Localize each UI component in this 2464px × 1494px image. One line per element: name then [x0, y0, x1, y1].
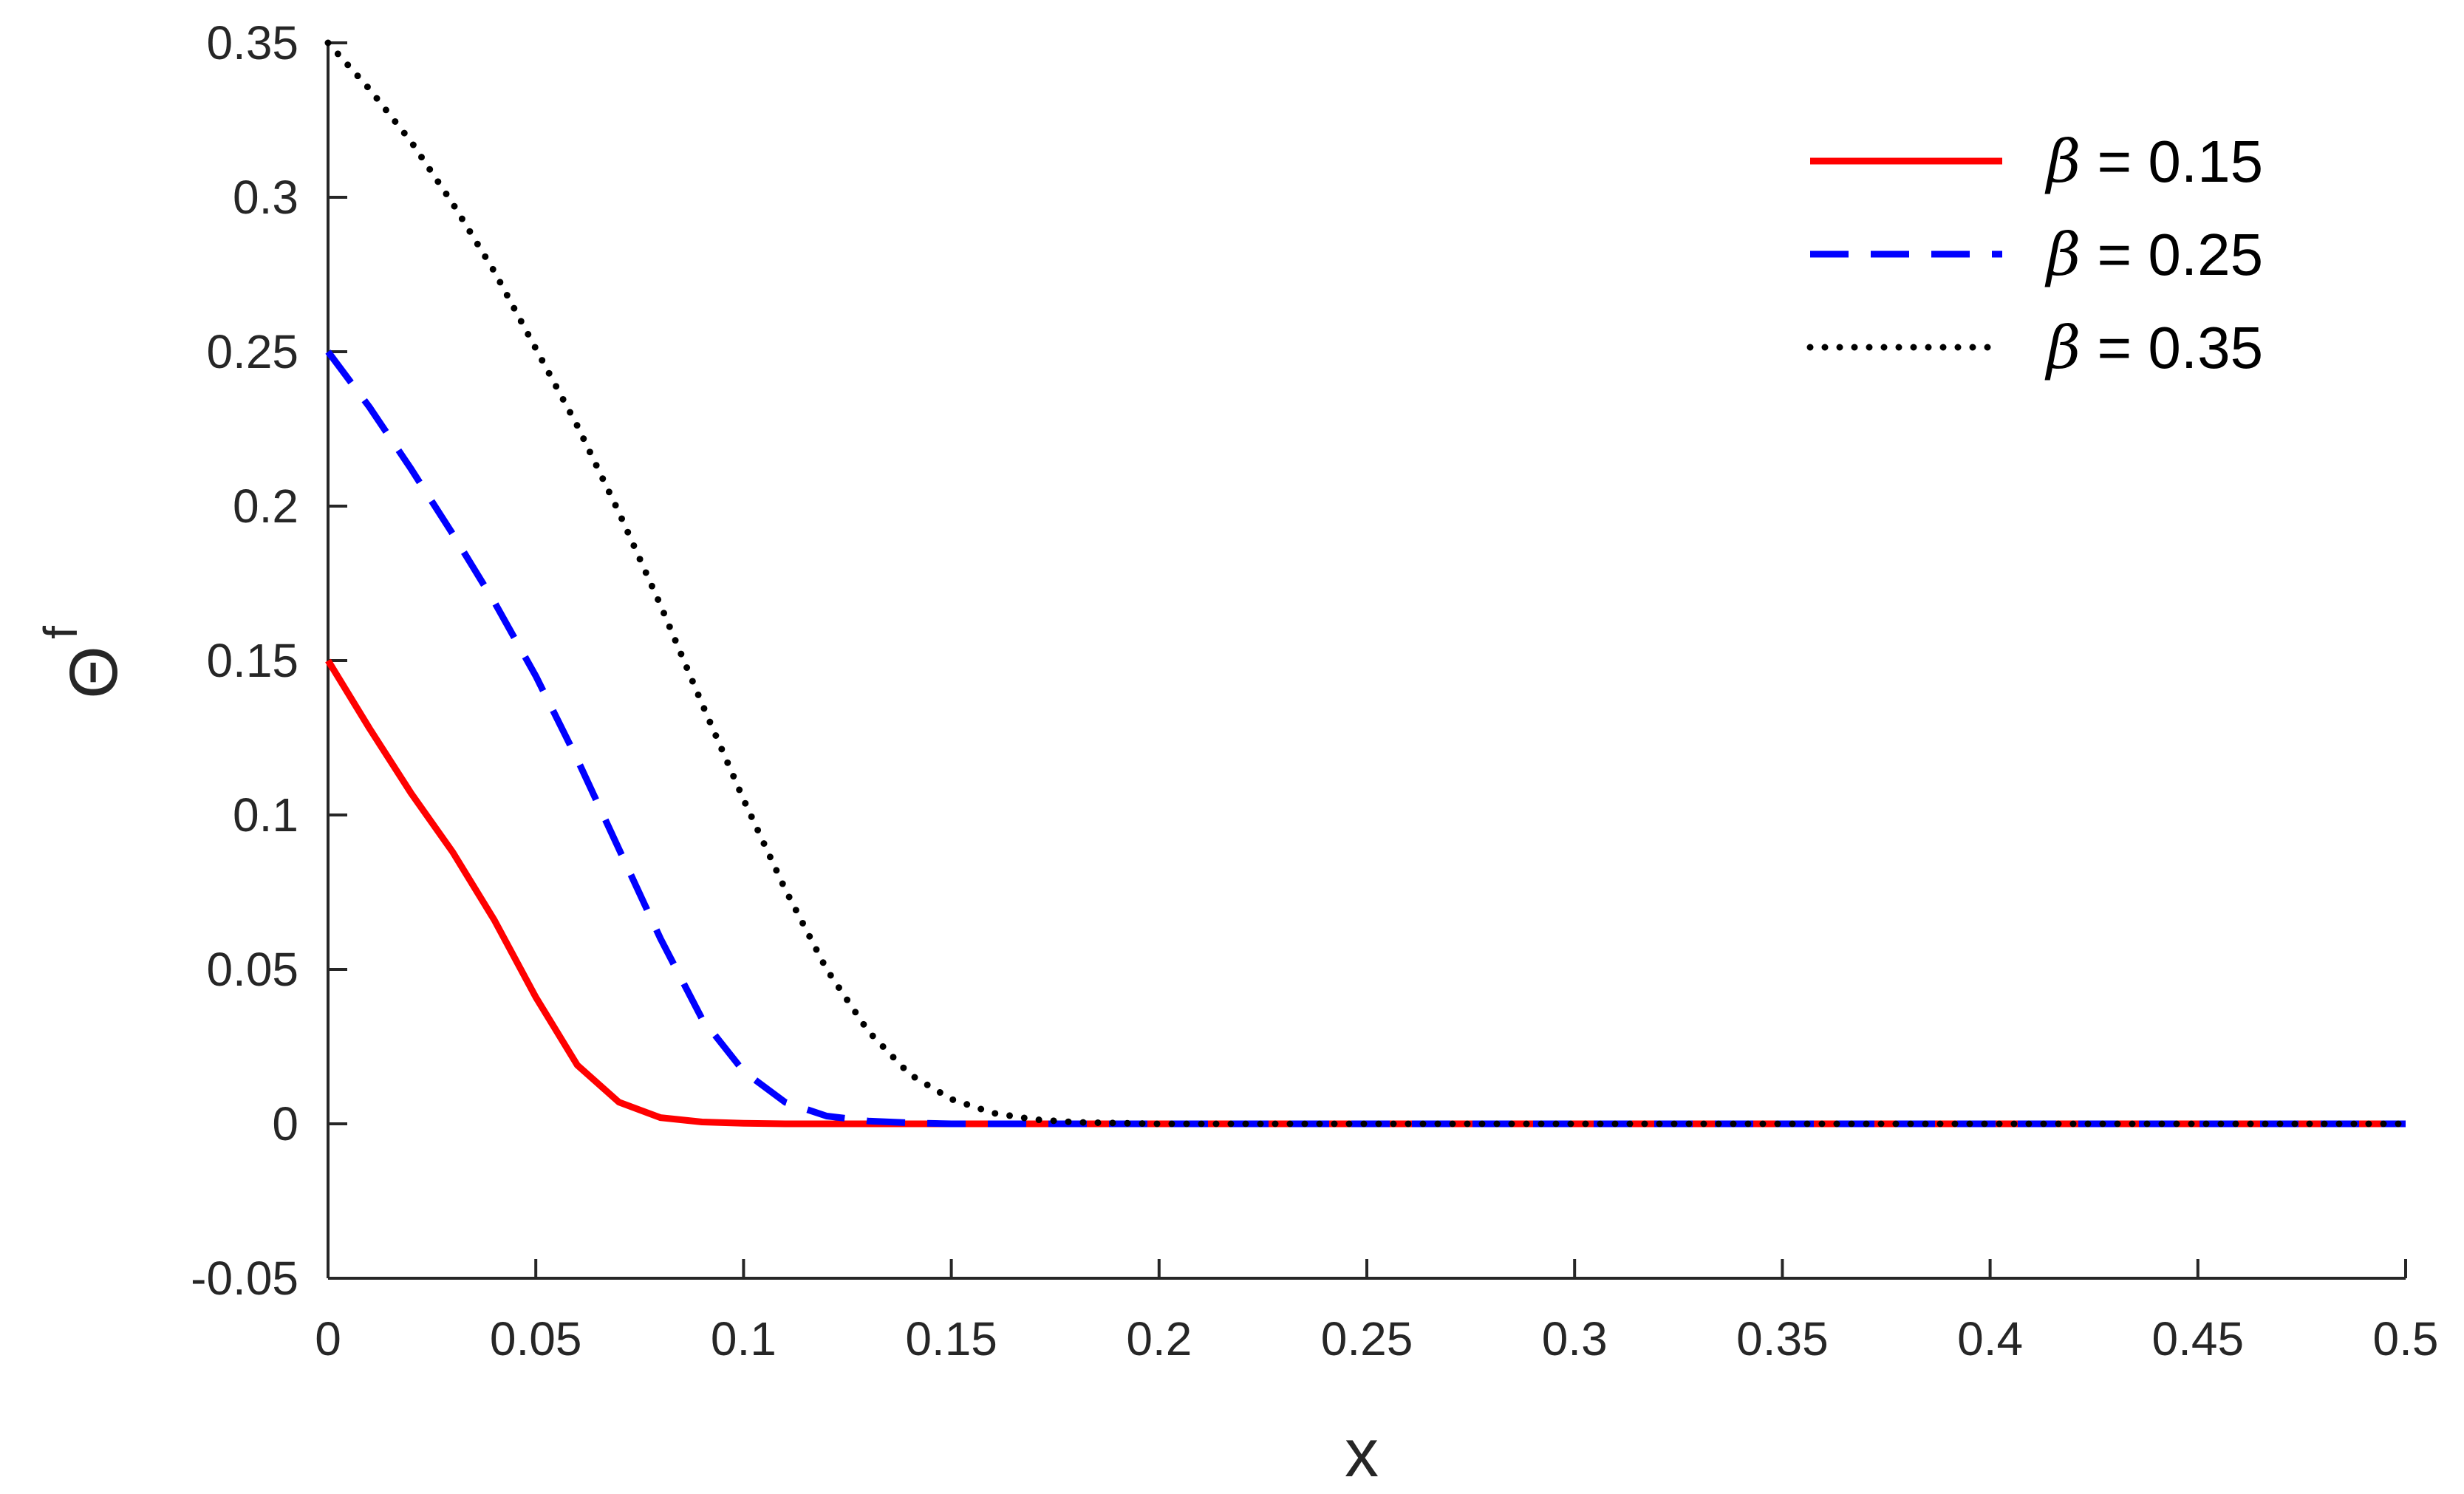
legend: β = 0.15 β = 0.25 β = 0.35: [1806, 127, 2263, 382]
legend-label-beta-0-15: β = 0.15: [2044, 127, 2263, 196]
y-axis-title-superscript: f: [34, 626, 87, 639]
x-tick-label-0-4: 0.4: [1957, 1312, 2023, 1365]
x-tick-label-0-45: 0.45: [2152, 1312, 2245, 1365]
y-tick-label-0-2: 0.2: [233, 480, 298, 533]
x-tick-label-0: 0: [315, 1312, 341, 1365]
series-line-0-35: [324, 39, 2409, 1128]
legend-label-beta-0-35: β = 0.35: [2044, 313, 2263, 382]
x-tick-label-0-5: 0.5: [2373, 1312, 2439, 1365]
x-tick-label-0-35: 0.35: [1736, 1312, 1829, 1365]
y-tick-label-0-15: 0.15: [206, 634, 298, 687]
x-tick-label-0-1: 0.1: [711, 1312, 777, 1365]
y-tick-label-0-35: 0.35: [206, 16, 298, 69]
y-tick-label-0: 0: [272, 1097, 298, 1150]
y-tick-label-0-1: 0.1: [233, 788, 298, 842]
x-tick-label-0-2: 0.2: [1126, 1312, 1192, 1365]
axes: 0 0.05 0.1 0.15 0.2 0.25 0.3 0.35 0.4 0.45 0.5 -0.0…: [191, 16, 2438, 1365]
x-tick-label-0-15: 0.15: [905, 1312, 997, 1365]
x-axis-title: x: [1345, 1416, 1379, 1491]
y-axis-title: Θ f: [34, 626, 132, 699]
y-tick-label-0-25: 0.25: [206, 325, 298, 378]
y-tick-label-0-05: 0.05: [206, 943, 298, 996]
y-tick-label-minus-0-05: -0.05: [191, 1252, 298, 1305]
plot-area: [324, 39, 2409, 1128]
y-axis-title-text: Θ: [56, 646, 132, 699]
series-line-0-25: [325, 349, 2406, 1128]
x-tick-label-0-25: 0.25: [1321, 1312, 1413, 1365]
legend-label-beta-0-25: β = 0.25: [2044, 220, 2263, 289]
x-tick-label-0-3: 0.3: [1542, 1312, 1608, 1365]
y-tick-label-0-3: 0.3: [233, 171, 298, 224]
x-tick-label-0-05: 0.05: [490, 1312, 582, 1365]
